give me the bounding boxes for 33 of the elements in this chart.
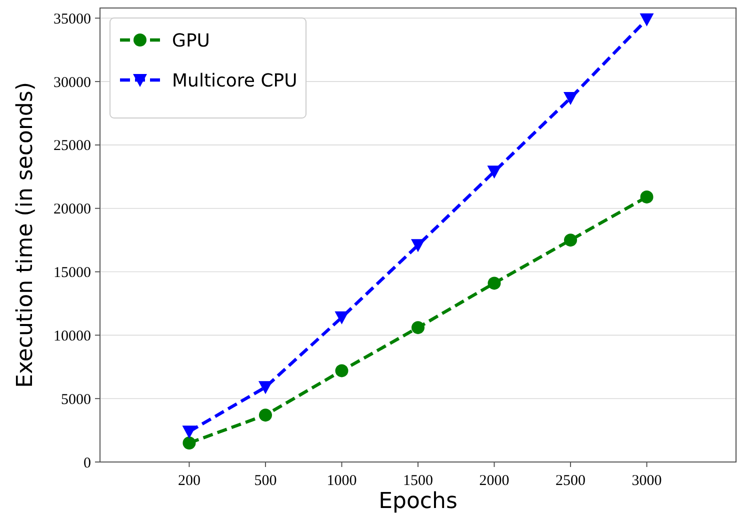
point [640,190,654,204]
y-tick-label: 10000 [54,328,91,344]
x-axis-title: Epochs [378,489,458,514]
point [640,13,654,26]
x-tick-label: 2500 [556,473,586,489]
y-tick-label: 5000 [61,392,91,408]
y-tick-label: 30000 [54,74,91,91]
x-tick-label: 1000 [326,473,357,489]
point [411,239,425,252]
point [258,408,272,422]
y-tick-label: 25000 [54,138,91,154]
point [564,92,578,106]
point [182,436,196,450]
legend-label: GPU [172,30,210,52]
legend-label: Multicore CPU [172,70,298,92]
point [182,426,196,439]
x-tick-label: 1500 [403,473,433,489]
point [487,166,502,179]
x-tick-label: 200 [178,473,200,489]
point [335,364,348,378]
y-tick-label: 35000 [54,11,91,28]
y-tick-label: 15000 [54,265,91,282]
point [412,321,424,334]
x-tick-label: 500 [254,473,277,489]
point [258,381,272,394]
y-tick-label: 0 [84,455,91,472]
point [564,234,578,247]
y-axis-title: Execution time (in seconds) [13,82,38,388]
x-tick-label: 2000 [479,473,510,489]
point [334,311,349,324]
x-tick-label: 3000 [632,473,662,489]
point [488,276,501,290]
y-tick-label: 20000 [54,202,91,218]
